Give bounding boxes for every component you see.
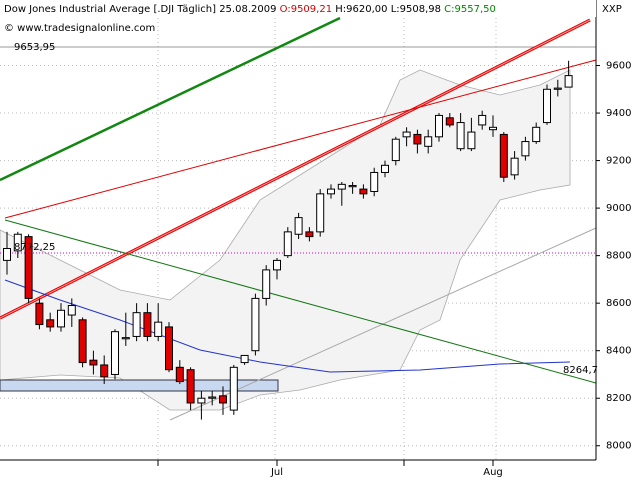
annotation: 8264,7 <box>563 365 598 376</box>
chart-title: Dow Jones Industrial Average [.DJI Tägli… <box>4 4 496 15</box>
candle-body <box>67 305 76 316</box>
y-tick-label: 9200 <box>606 156 631 167</box>
candle-body <box>24 236 33 299</box>
candle-body <box>219 395 227 404</box>
candle-body <box>111 331 119 375</box>
candle-body <box>121 337 130 340</box>
candle-body <box>3 248 11 261</box>
candle-body <box>208 396 217 399</box>
y-tick-label: 8000 <box>606 441 631 452</box>
candle-body <box>46 319 55 328</box>
moving-average <box>4 279 571 373</box>
candle-body <box>78 319 87 364</box>
candle-body <box>370 171 379 192</box>
trend-line <box>4 219 597 384</box>
zone-box <box>0 379 279 392</box>
candle-body <box>240 354 249 364</box>
annotation: 8772,25 <box>14 242 55 253</box>
trend-line <box>0 19 591 319</box>
candles <box>3 60 573 420</box>
candle-body <box>359 188 368 195</box>
x-tick-label: Aug <box>483 467 503 478</box>
candle-body <box>175 366 184 383</box>
candle-body <box>283 231 292 257</box>
symbol: XXP <box>602 4 622 15</box>
y-tick-label: 8400 <box>606 346 631 357</box>
candle-body <box>229 366 238 411</box>
candle-body <box>435 114 443 138</box>
y-tick-label: 8200 <box>606 393 631 404</box>
watermark: © www.tradesignalonline.com <box>4 23 155 34</box>
trend-line <box>4 59 597 219</box>
candle-body <box>13 233 22 252</box>
candle-body <box>445 117 454 126</box>
candle-body <box>337 183 346 190</box>
candle-body <box>100 364 109 378</box>
candle-body <box>197 397 206 404</box>
ohlc-label: L:9508,98 <box>391 4 441 15</box>
title-text: Dow Jones Industrial Average [.DJI Tägli… <box>4 4 276 15</box>
ohlc-label: O:9509,21 <box>280 4 332 15</box>
candle-body <box>478 114 487 126</box>
candle-body <box>251 297 260 352</box>
candle-body <box>521 141 530 157</box>
candle-body <box>294 217 303 235</box>
candle-body <box>564 75 573 88</box>
candle-body <box>348 185 357 188</box>
candle-body <box>262 269 271 299</box>
candle-body <box>467 131 476 150</box>
candle-body <box>165 326 173 371</box>
ohlc-label: C:9557,50 <box>444 4 496 15</box>
candle-body <box>424 136 433 147</box>
y-tick-label: 9400 <box>606 108 631 119</box>
candle-body <box>499 133 508 178</box>
candle-body <box>186 369 195 404</box>
candle-body <box>132 312 141 337</box>
candle-body <box>35 302 44 326</box>
candle-body <box>391 138 400 162</box>
candle-body <box>57 309 65 328</box>
candle-body <box>305 231 314 238</box>
candle-body <box>489 126 497 131</box>
x-tick-label: Jul <box>270 467 283 478</box>
candle-body <box>143 312 152 337</box>
candle-body <box>273 259 281 271</box>
candle-body <box>327 188 335 195</box>
candle-body <box>553 87 562 90</box>
y-tick-label: 8600 <box>606 298 631 309</box>
candle-body <box>154 321 163 337</box>
y-tick-label: 8800 <box>606 251 631 262</box>
candle-body <box>381 164 389 173</box>
candle-body <box>89 359 98 366</box>
candle-body <box>543 88 551 124</box>
candle-body <box>456 122 465 150</box>
y-tick-label: 9000 <box>606 203 631 214</box>
candle-body <box>413 133 422 145</box>
candle-body <box>532 126 541 143</box>
trend-line <box>0 16 341 182</box>
candle-body <box>402 131 411 138</box>
y-tick-label: 9600 <box>606 61 631 72</box>
header-bg <box>0 0 596 17</box>
candle-body <box>316 193 325 233</box>
ohlc-label: H:9620,00 <box>335 4 387 15</box>
candle-body <box>510 157 519 176</box>
annotation: 9653,95 <box>14 42 55 53</box>
